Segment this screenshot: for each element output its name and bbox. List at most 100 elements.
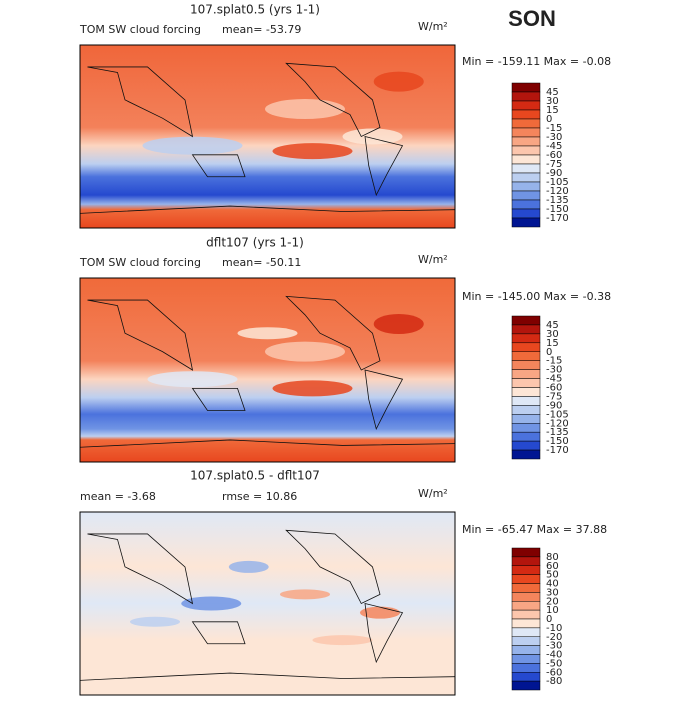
colorbar-swatch bbox=[511, 636, 541, 646]
colorbar-swatch bbox=[511, 431, 541, 442]
colorbar-swatch bbox=[511, 680, 541, 691]
map-feature bbox=[147, 371, 238, 388]
colorbar-label: 10 bbox=[546, 605, 559, 616]
colorbar-label: 15 bbox=[546, 105, 559, 116]
colorbar-swatch bbox=[511, 556, 541, 566]
colorbar-swatch bbox=[511, 423, 541, 433]
map-feature bbox=[312, 635, 373, 646]
colorbar-label: 45 bbox=[546, 87, 559, 98]
coastline bbox=[79, 295, 456, 448]
colorbar-swatch bbox=[511, 217, 541, 228]
colorbar-swatch bbox=[511, 342, 541, 352]
units-label: W/m² bbox=[418, 253, 448, 266]
colorbar-swatch bbox=[511, 672, 541, 682]
colorbar-label: -15 bbox=[546, 123, 562, 134]
panel-label: mean = -3.68 bbox=[80, 490, 156, 503]
colorbar-label: -30 bbox=[546, 132, 562, 143]
panel-stat: mean= -53.79 bbox=[222, 23, 301, 36]
units-label: W/m² bbox=[418, 487, 448, 500]
colorbar-swatch bbox=[511, 414, 541, 424]
colorbar-label: -150 bbox=[546, 436, 569, 447]
map-feature bbox=[373, 314, 424, 334]
colorbar-label: -120 bbox=[546, 418, 569, 429]
colorbar-label: -30 bbox=[546, 365, 562, 376]
colorbar-label: -45 bbox=[546, 141, 562, 152]
colorbar-swatch bbox=[511, 618, 541, 629]
colorbar-label: 0 bbox=[546, 114, 552, 125]
colorbar-swatch bbox=[511, 396, 541, 406]
colorbar-label: -90 bbox=[546, 400, 562, 411]
colorbar-label: 60 bbox=[546, 561, 559, 572]
map-feature bbox=[373, 71, 424, 92]
panel-title: 107.splat0.5 - dflt107 bbox=[190, 469, 320, 483]
colorbar-label: -75 bbox=[546, 159, 562, 170]
colorbar-swatch bbox=[511, 127, 541, 138]
colorbar-swatch bbox=[511, 351, 541, 361]
colorbar-label: -170 bbox=[546, 213, 569, 224]
min-max-label: Min = -65.47 Max = 37.88 bbox=[462, 523, 607, 536]
map-feature bbox=[272, 380, 353, 397]
panel-title: dflt107 (yrs 1-1) bbox=[206, 236, 304, 250]
colorbar-label: -170 bbox=[546, 445, 569, 456]
colorbar-label: -150 bbox=[546, 204, 569, 215]
colorbar-swatch bbox=[511, 208, 541, 219]
colorbar-swatch bbox=[511, 181, 541, 192]
colorbar-swatch bbox=[511, 172, 541, 183]
colorbar-label: 15 bbox=[546, 338, 559, 349]
coastline bbox=[79, 62, 456, 214]
panel-label: TOM SW cloud forcing bbox=[79, 23, 201, 36]
map-feature bbox=[228, 560, 269, 573]
colorbar-swatch bbox=[511, 145, 541, 156]
colorbar-swatch bbox=[511, 547, 541, 558]
coastline bbox=[79, 529, 456, 681]
colorbar-label: -20 bbox=[546, 632, 562, 643]
colorbar-swatch bbox=[511, 369, 541, 379]
map-feature bbox=[272, 143, 353, 160]
colorbar-swatch bbox=[511, 654, 541, 664]
colorbar-swatch bbox=[511, 136, 541, 147]
panel-title: 107.splat0.5 (yrs 1-1) bbox=[190, 3, 320, 17]
colorbar-swatch bbox=[511, 663, 541, 673]
colorbar-swatch bbox=[511, 91, 541, 102]
colorbar-label: -50 bbox=[546, 658, 562, 669]
colorbar-swatch bbox=[511, 440, 541, 451]
colorbar-label: -105 bbox=[546, 177, 569, 188]
colorbar-label: -60 bbox=[546, 667, 562, 678]
colorbar-label: -90 bbox=[546, 168, 562, 179]
colorbar-label: -60 bbox=[546, 383, 562, 394]
colorbar-swatch bbox=[511, 82, 541, 93]
season-label: SON bbox=[508, 6, 556, 31]
map-frame bbox=[79, 44, 456, 229]
colorbar-swatch bbox=[511, 315, 541, 326]
colorbar-label: -15 bbox=[546, 356, 562, 367]
colorbar-label: -120 bbox=[546, 186, 569, 197]
colorbar-swatch bbox=[511, 601, 541, 611]
colorbar-swatch bbox=[511, 109, 541, 120]
colorbar-swatch bbox=[511, 583, 541, 593]
colorbar-label: -80 bbox=[546, 676, 562, 687]
colorbar-swatch bbox=[511, 609, 541, 620]
colorbar-label: -75 bbox=[546, 391, 562, 402]
colorbar-swatch bbox=[511, 378, 541, 388]
colorbar-swatch bbox=[511, 199, 541, 210]
colorbar-label: -135 bbox=[546, 195, 569, 206]
colorbar-label: -40 bbox=[546, 650, 562, 661]
colorbar-label: -30 bbox=[546, 641, 562, 652]
colorbar-swatch bbox=[511, 163, 541, 174]
colorbar-label: 40 bbox=[546, 579, 559, 590]
colorbar-label: -45 bbox=[546, 374, 562, 385]
colorbar-label: 20 bbox=[546, 596, 559, 607]
map-feature bbox=[265, 341, 345, 362]
colorbar-label: 30 bbox=[546, 329, 559, 340]
map-field bbox=[80, 278, 455, 462]
colorbar-swatch bbox=[511, 405, 541, 415]
colorbar-swatch bbox=[511, 449, 541, 460]
map-frame bbox=[79, 511, 456, 696]
map-frame bbox=[79, 277, 456, 463]
map-feature bbox=[265, 99, 345, 120]
colorbar-label: 30 bbox=[546, 587, 559, 598]
colorbar-swatch bbox=[511, 387, 541, 397]
panel-stat: mean= -50.11 bbox=[222, 256, 301, 269]
colorbar-label: 0 bbox=[546, 347, 552, 358]
colorbar-label: 50 bbox=[546, 570, 559, 581]
